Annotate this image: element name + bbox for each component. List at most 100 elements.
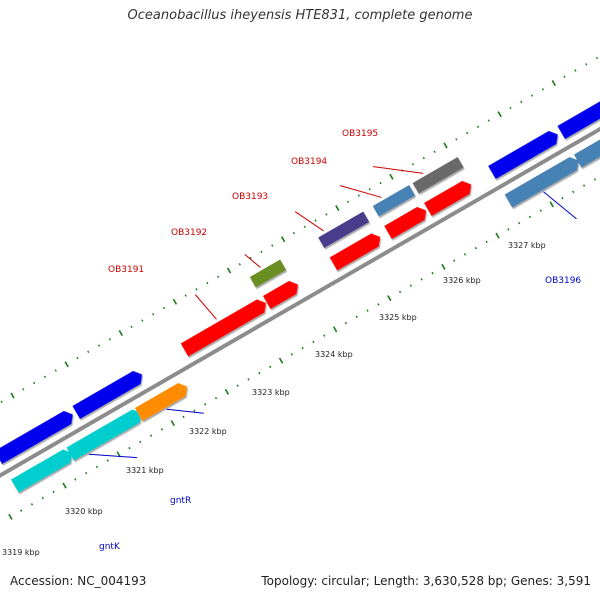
scale-tick (443, 142, 448, 149)
gene-OB3194[interactable] (384, 204, 430, 239)
genome-summary: Topology: circular; Length: 3,630,528 bp… (261, 574, 591, 588)
scale-tick (368, 188, 371, 191)
gene-left-blue-a[interactable] (0, 408, 77, 464)
gene-steel-b[interactable] (573, 107, 600, 168)
scale-tick (593, 178, 597, 181)
scale-tick (574, 69, 577, 72)
scale-tick (355, 315, 358, 319)
inner-tick-row (8, 178, 597, 520)
scale-tick (52, 490, 55, 494)
scale-tick (217, 275, 220, 279)
scale-tick (387, 295, 392, 302)
scale-tick (271, 244, 274, 247)
scale-tick (118, 330, 123, 337)
gene-label-gntK[interactable]: gntK (99, 542, 121, 552)
kbp-label: 3326 kbp (443, 276, 481, 285)
scale-tick (76, 356, 79, 360)
scale-tick (509, 106, 512, 110)
scale-tick (204, 403, 207, 406)
gene-OB3193[interactable] (329, 230, 384, 271)
gene-OB3193-outer[interactable] (318, 211, 370, 248)
scale-tick (97, 344, 101, 347)
scale-tick (398, 290, 402, 294)
label-leaders-blue (88, 191, 577, 459)
gene-OB3197[interactable] (557, 78, 600, 139)
scale-tick (95, 465, 99, 469)
scale-tick (30, 503, 34, 506)
gene-gntK[interactable] (11, 447, 76, 493)
scale-tick (346, 200, 350, 204)
gene-label-gntR[interactable]: gntR (170, 496, 191, 506)
gene-OB3192[interactable] (263, 278, 302, 309)
kbp-label: 3320 kbp (65, 507, 103, 516)
scale-tick (431, 271, 434, 275)
scale-tick (541, 88, 545, 91)
scale-tick (74, 478, 77, 481)
gene-OB3191[interactable] (180, 296, 270, 357)
scale-tick (139, 440, 142, 444)
gene-OB3196[interactable] (488, 128, 561, 179)
scale-tick (530, 94, 534, 97)
scale-tick (379, 181, 382, 185)
scale-tick (85, 471, 88, 475)
scale-tick (62, 482, 67, 489)
scale-tick (290, 353, 293, 356)
scale-tick (453, 259, 456, 262)
scale-tick (193, 409, 196, 412)
gene-label-OB3194[interactable]: OB3194 (291, 157, 327, 167)
scale-tick (441, 263, 446, 270)
scale-tick (323, 334, 326, 337)
scale-tick (572, 190, 575, 194)
gene-label-OB3195[interactable]: OB3195 (342, 129, 378, 139)
scale-tick (520, 100, 523, 104)
gene-OB3195-outer[interactable] (412, 157, 464, 194)
scale-tick (226, 267, 232, 274)
scale-tick (495, 232, 500, 239)
kbp-label: 3327 kbp (508, 241, 546, 250)
genome-title: Oceanobacillus iheyensis HTE831, complet… (127, 8, 473, 23)
scale-tick (312, 340, 315, 344)
scale-tick (172, 298, 178, 305)
scale-tick (20, 509, 23, 512)
gene-left-blue-b[interactable] (72, 368, 145, 419)
gene-OB3195[interactable] (424, 178, 475, 216)
scale-tick (411, 163, 415, 166)
scale-tick (420, 278, 423, 281)
gene-cyan-b[interactable] (66, 407, 145, 461)
scale-tick (249, 256, 252, 260)
gene-OB3191-outer[interactable] (249, 259, 287, 288)
scale-tick (33, 381, 36, 385)
scale-tick (116, 451, 121, 458)
scale-tick (528, 215, 532, 219)
gene-OB3194-outer[interactable] (372, 185, 416, 217)
gene-label-OB3191[interactable]: OB3191 (108, 265, 144, 275)
gene-gntR[interactable] (134, 380, 191, 422)
scale-tick (463, 253, 467, 256)
kbp-scale-labels: 3319 kbp 3320 kbp 3321 kbp 3322 kbp 3323… (2, 241, 546, 557)
gene-label-OB3196[interactable]: OB3196 (545, 276, 581, 286)
scale-tick (128, 446, 131, 450)
scale-tick (108, 338, 111, 341)
scale-tick (247, 378, 250, 381)
gene-labels: OB3191 OB3192 OB3193 OB3194 OB3195 OB319… (99, 129, 581, 552)
scale-tick (292, 231, 296, 235)
scale-tick (549, 201, 554, 208)
scale-tick (389, 173, 394, 180)
scale-tick (278, 357, 284, 364)
scale-tick (314, 219, 317, 222)
gene-label-OB3192[interactable]: OB3192 (171, 228, 207, 238)
gene-label-OB3193[interactable]: OB3193 (232, 192, 268, 202)
scale-tick (214, 396, 218, 400)
scale-tick (22, 388, 25, 391)
scale-tick (561, 196, 564, 200)
scale-tick (260, 250, 263, 254)
scale-tick (8, 513, 13, 520)
scale-tick (582, 184, 586, 187)
scale-tick (563, 75, 566, 79)
gene-OB3196-rev[interactable] (504, 154, 583, 208)
scale-tick (130, 325, 133, 329)
scale-tick (455, 138, 458, 141)
scale-tick (433, 150, 436, 154)
kbp-label: 3324 kbp (315, 350, 353, 359)
